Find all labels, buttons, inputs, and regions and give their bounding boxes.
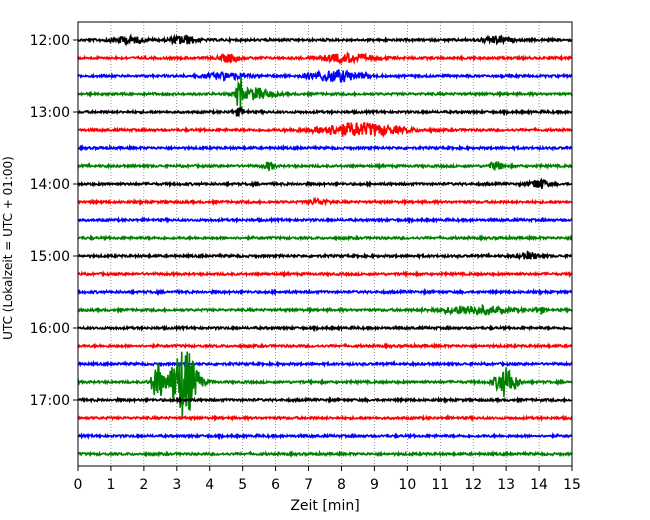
trace-1300 (77, 106, 573, 118)
x-tick-label: 3 (172, 477, 181, 493)
x-tick-label: 0 (74, 477, 83, 493)
y-ticks: 12:00 13:00 14:00 15:00 16:00 17:00 (30, 33, 78, 409)
trace-1715 (77, 413, 573, 423)
trace-1345 (77, 161, 573, 172)
x-tick-label: 11 (431, 477, 449, 493)
x-tick-label: 2 (139, 477, 148, 493)
trace-1500 (77, 250, 573, 261)
y-tick-label: 12:00 (30, 33, 70, 49)
plot-frame (77, 21, 573, 467)
x-axis-label: Zeit [min] (290, 498, 359, 514)
trace-1615 (77, 341, 573, 350)
y-tick-label: 14:00 (30, 177, 70, 193)
y-axis-label: UTC (Lokalzeit = UTC + 01:00) (1, 156, 15, 340)
trace-1245 (77, 76, 573, 109)
x-tick-label: 7 (304, 477, 313, 493)
x-tick-label: 8 (337, 477, 346, 493)
trace-1645 (77, 351, 573, 418)
y-tick-label: 13:00 (30, 105, 70, 121)
x-tick-label: 14 (530, 477, 548, 493)
trace-1230 (77, 69, 573, 83)
x-tick-label: 5 (238, 477, 247, 493)
x-tick-label: 10 (398, 477, 416, 493)
x-tick-label: 13 (497, 477, 515, 493)
trace-1745 (77, 449, 573, 458)
y-tick-label: 16:00 (30, 321, 70, 337)
x-tick-label: 6 (271, 477, 280, 493)
x-ticks: 0 1 2 3 4 5 6 7 8 9 10 11 12 13 14 15 (74, 466, 581, 493)
trace-1730 (77, 431, 573, 441)
x-tick-label: 12 (464, 477, 482, 493)
trace-1315 (77, 121, 573, 139)
trace-1630 (77, 359, 573, 369)
trace-1600 (77, 324, 573, 333)
trace-1700 (77, 395, 572, 405)
trace-1515 (77, 269, 572, 279)
trace-1330 (77, 143, 573, 153)
x-tick-label: 9 (370, 477, 379, 493)
trace-1545 (77, 303, 573, 316)
grid-lines (110, 22, 540, 466)
x-tick-label: 1 (106, 477, 115, 493)
trace-1530 (77, 287, 573, 297)
trace-1415 (77, 196, 573, 207)
trace-1430 (77, 215, 573, 225)
trace-1215 (77, 51, 573, 66)
x-tick-label: 4 (205, 477, 214, 493)
x-tick-label: 15 (563, 477, 581, 493)
trace-1400 (77, 177, 573, 189)
trace-1200 (77, 33, 573, 47)
y-tick-label: 15:00 (30, 249, 70, 265)
trace-1445 (77, 233, 573, 242)
y-tick-label: 17:00 (30, 393, 70, 409)
trace-group (77, 33, 573, 458)
